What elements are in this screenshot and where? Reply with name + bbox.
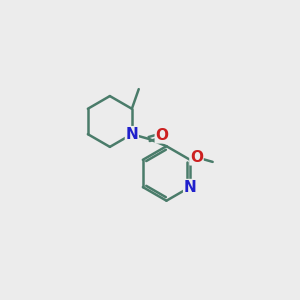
- Text: N: N: [184, 180, 196, 195]
- Text: O: O: [190, 150, 203, 165]
- Text: N: N: [125, 127, 138, 142]
- Text: O: O: [155, 128, 168, 143]
